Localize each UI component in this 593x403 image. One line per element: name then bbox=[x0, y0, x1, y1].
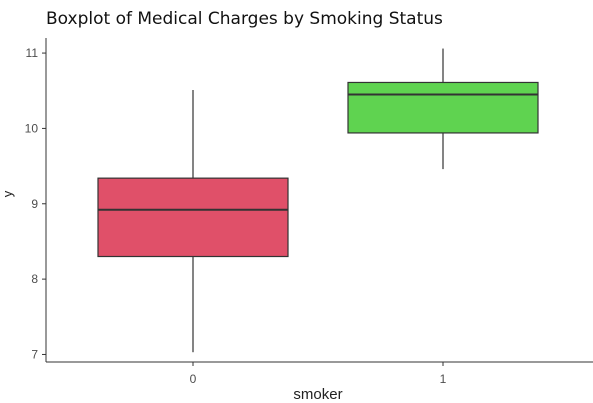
x-tick-label: 1 bbox=[440, 372, 447, 386]
y-tick-label: 11 bbox=[26, 46, 39, 60]
y-tick-label: 10 bbox=[25, 121, 39, 135]
y-axis: 7 8 9 10 11 bbox=[25, 38, 47, 362]
y-axis-label: y bbox=[0, 190, 15, 197]
boxes bbox=[97, 48, 539, 353]
x-tick-label: 0 bbox=[190, 372, 197, 386]
box-iqr bbox=[347, 81, 539, 134]
y-tick-label: 9 bbox=[31, 197, 38, 211]
chart-title: Boxplot of Medical Charges by Smoking St… bbox=[46, 9, 443, 29]
box-group-0 bbox=[97, 89, 289, 353]
box-group-1 bbox=[347, 48, 539, 170]
y-tick-label: 7 bbox=[31, 347, 38, 361]
x-axis-label: smoker bbox=[293, 386, 342, 403]
box-iqr bbox=[97, 177, 289, 258]
y-tick-label: 8 bbox=[31, 272, 38, 286]
